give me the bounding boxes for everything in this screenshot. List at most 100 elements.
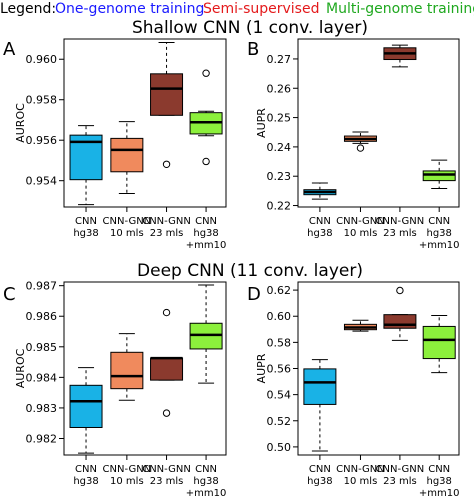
x-tick-label-line3: +mm10 [419, 240, 460, 251]
box-iqr [69, 384, 103, 428]
box-iqr [303, 368, 337, 405]
x-tick-label-line1: CNN [428, 216, 450, 227]
y-tick-label: 0.25 [267, 112, 292, 125]
x-tick-label-line1: CNN-GNN [142, 216, 191, 227]
x-tick-label-line2: 23 mls [150, 228, 184, 239]
box-iqr [422, 170, 456, 182]
x-tick-label-line1: CNN-GNN [142, 464, 191, 475]
x-tick-label-line1: CNN-GNN [376, 216, 425, 227]
x-tick-label-line2: 23 mls [150, 476, 184, 487]
x-tick-label-line1: CNN-GNN [336, 464, 385, 475]
panel-d: DAUPR0.500.520.540.560.580.600.62CNNhg38… [247, 281, 460, 499]
x-tick-label-line3: +mm10 [186, 488, 227, 499]
panel-label: C [3, 284, 16, 305]
x-tick-label-line3: +mm10 [186, 240, 227, 251]
y-axis-label: AUROC [14, 103, 27, 143]
x-tick-label-line1: CNN [309, 464, 331, 475]
x-tick-label-line2: 10 mls [110, 228, 144, 239]
y-tick-label: 0.956 [26, 134, 58, 147]
x-tick-label-line3: +mm10 [419, 488, 460, 499]
x-tick-label-line2: 10 mls [344, 476, 378, 487]
y-axis-label: AUPR [255, 353, 268, 383]
y-tick-label: 0.958 [26, 94, 58, 107]
y-tick-label: 0.954 [26, 175, 58, 188]
panel-a: AAUROC0.9540.9560.9580.960CNNhg38CNN-GNN… [3, 38, 227, 251]
box-iqr [422, 325, 456, 360]
legend-item-semi-supervised: Semi-supervised [203, 1, 319, 17]
box-iqr [383, 314, 417, 329]
outlier-point [202, 157, 210, 166]
y-tick-label: 0.27 [267, 53, 292, 66]
panel-label: A [3, 39, 16, 60]
box-iqr [110, 137, 144, 173]
outlier-point [202, 69, 210, 77]
outlier-point [162, 160, 171, 168]
x-tick-label-line2: hg38 [307, 228, 332, 239]
x-tick-label-line1: CNN-GNN [103, 216, 152, 227]
x-tick-label-line1: CNN [75, 216, 97, 227]
outlier-point [162, 308, 171, 317]
x-tick-label-line2: hg38 [193, 476, 218, 487]
x-tick-label-line1: CNN [75, 464, 97, 475]
y-tick-label: 0.50 [267, 441, 292, 454]
plot-frame [297, 38, 460, 208]
y-tick-label: 0.984 [26, 371, 58, 384]
x-tick-label-line2: hg38 [73, 476, 98, 487]
x-tick-label-line2: 23 mls [383, 228, 417, 239]
x-tick-label-line2: 23 mls [383, 476, 417, 487]
panel-label: D [247, 284, 261, 305]
x-tick-label-line2: hg38 [193, 228, 218, 239]
y-axis-label: AUPR [255, 108, 268, 138]
y-tick-label: 0.983 [26, 402, 58, 415]
x-tick-label-line2: 10 mls [110, 476, 144, 487]
x-tick-label-line2: hg38 [426, 228, 451, 239]
box-iqr [150, 73, 184, 116]
panel-c: CAUROC0.9820.9830.9840.9850.9860.987CNNh… [3, 280, 227, 499]
y-tick-label: 0.52 [267, 415, 292, 428]
x-tick-label-line1: CNN-GNN [376, 464, 425, 475]
y-axis-label: AUROC [14, 348, 27, 388]
legend-prefix: Legend: [0, 1, 56, 17]
x-tick-label-line1: CNN [195, 464, 217, 475]
x-tick-label-line2: hg38 [73, 228, 98, 239]
y-tick-label: 0.23 [267, 170, 292, 183]
x-tick-label-line1: CNN [309, 216, 331, 227]
outlier-point [162, 409, 171, 417]
y-tick-label: 0.986 [26, 310, 58, 323]
y-tick-label: 0.56 [267, 363, 292, 376]
y-tick-label: 0.982 [26, 432, 58, 445]
x-tick-label-line2: hg38 [307, 476, 332, 487]
outlier-point [356, 144, 365, 152]
x-tick-label-line1: CNN-GNN [336, 216, 385, 227]
panel-label: B [247, 39, 259, 60]
section-title-shallow: Shallow CNN (1 conv. layer) [132, 18, 368, 38]
plot-frame [63, 281, 227, 456]
y-tick-label: 0.22 [267, 200, 292, 213]
box-iqr [110, 351, 144, 390]
outlier-point [396, 286, 404, 295]
y-tick-label: 0.62 [267, 284, 292, 297]
x-tick-label-line1: CNN [195, 216, 217, 227]
x-tick-label-line1: CNN-GNN [103, 464, 152, 475]
x-tick-label-line2: 10 mls [344, 228, 378, 239]
legend: Legend: One-genome training Semi-supervi… [0, 1, 474, 17]
legend-item-one-genome: One-genome training [55, 1, 204, 17]
panels: AAUROC0.9540.9560.9580.960CNNhg38CNN-GNN… [3, 38, 460, 499]
y-tick-label: 0.54 [267, 389, 292, 402]
y-tick-label: 0.58 [267, 336, 292, 349]
